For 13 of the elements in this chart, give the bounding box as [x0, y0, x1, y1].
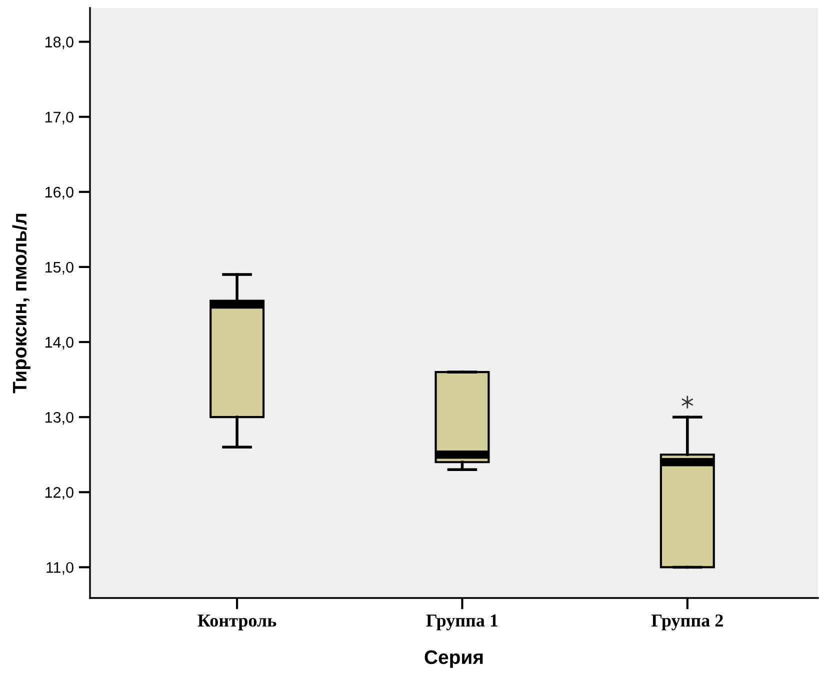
y-tick-label: 18,0 [45, 36, 74, 50]
y-axis-title: Тироксин, пмоль/л [12, 214, 30, 394]
x-tick-label: Контроль [198, 614, 276, 630]
x-tick-label: Группа 1 [426, 614, 498, 630]
y-tick-label: 17,0 [45, 112, 74, 124]
y-tick-label: 13,0 [45, 412, 74, 425]
y-tick-label: 15,0 [45, 262, 74, 274]
y-tick-label: 11,0 [46, 562, 74, 575]
y-tick-label: 14,0 [45, 336, 74, 350]
x-tick-label: Группа 2 [651, 614, 723, 630]
y-tick-label: 16,0 [45, 186, 74, 200]
x-axis-title: Серия [424, 650, 483, 668]
y-tick-label: 12,0 [45, 487, 74, 500]
